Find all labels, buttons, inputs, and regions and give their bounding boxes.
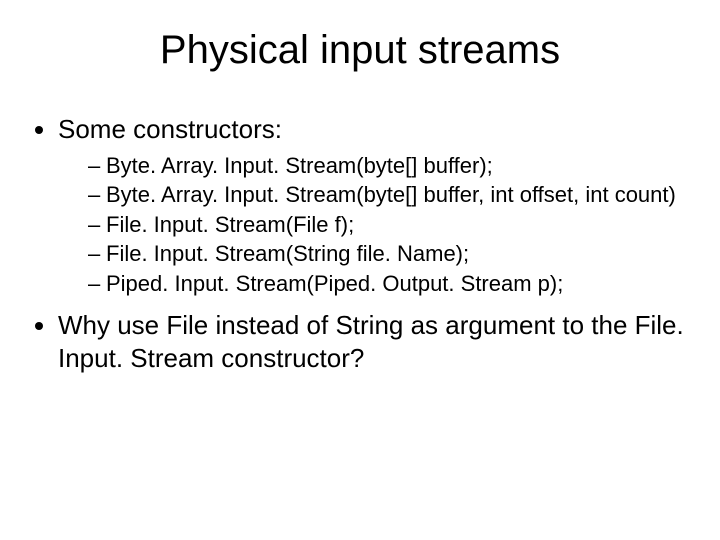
slide-title: Physical input streams: [0, 28, 720, 73]
bullet-item: Some constructors: Byte. Array. Input. S…: [58, 113, 690, 297]
bullet-text: Some constructors:: [58, 114, 282, 144]
bullet-item: Why use File instead of String as argume…: [58, 309, 690, 374]
slide: Physical input streams Some constructors…: [0, 0, 720, 540]
sub-bullet-item: File. Input. Stream(String file. Name);: [88, 240, 690, 268]
sub-bullet-item: Byte. Array. Input. Stream(byte[] buffer…: [88, 181, 690, 209]
sub-bullet-item: Piped. Input. Stream(Piped. Output. Stre…: [88, 270, 690, 298]
sub-bullet-list: Byte. Array. Input. Stream(byte[] buffer…: [58, 152, 690, 298]
bullet-list: Some constructors: Byte. Array. Input. S…: [30, 113, 690, 374]
slide-body: Some constructors: Byte. Array. Input. S…: [0, 113, 720, 374]
sub-bullet-item: Byte. Array. Input. Stream(byte[] buffer…: [88, 152, 690, 180]
sub-bullet-item: File. Input. Stream(File f);: [88, 211, 690, 239]
